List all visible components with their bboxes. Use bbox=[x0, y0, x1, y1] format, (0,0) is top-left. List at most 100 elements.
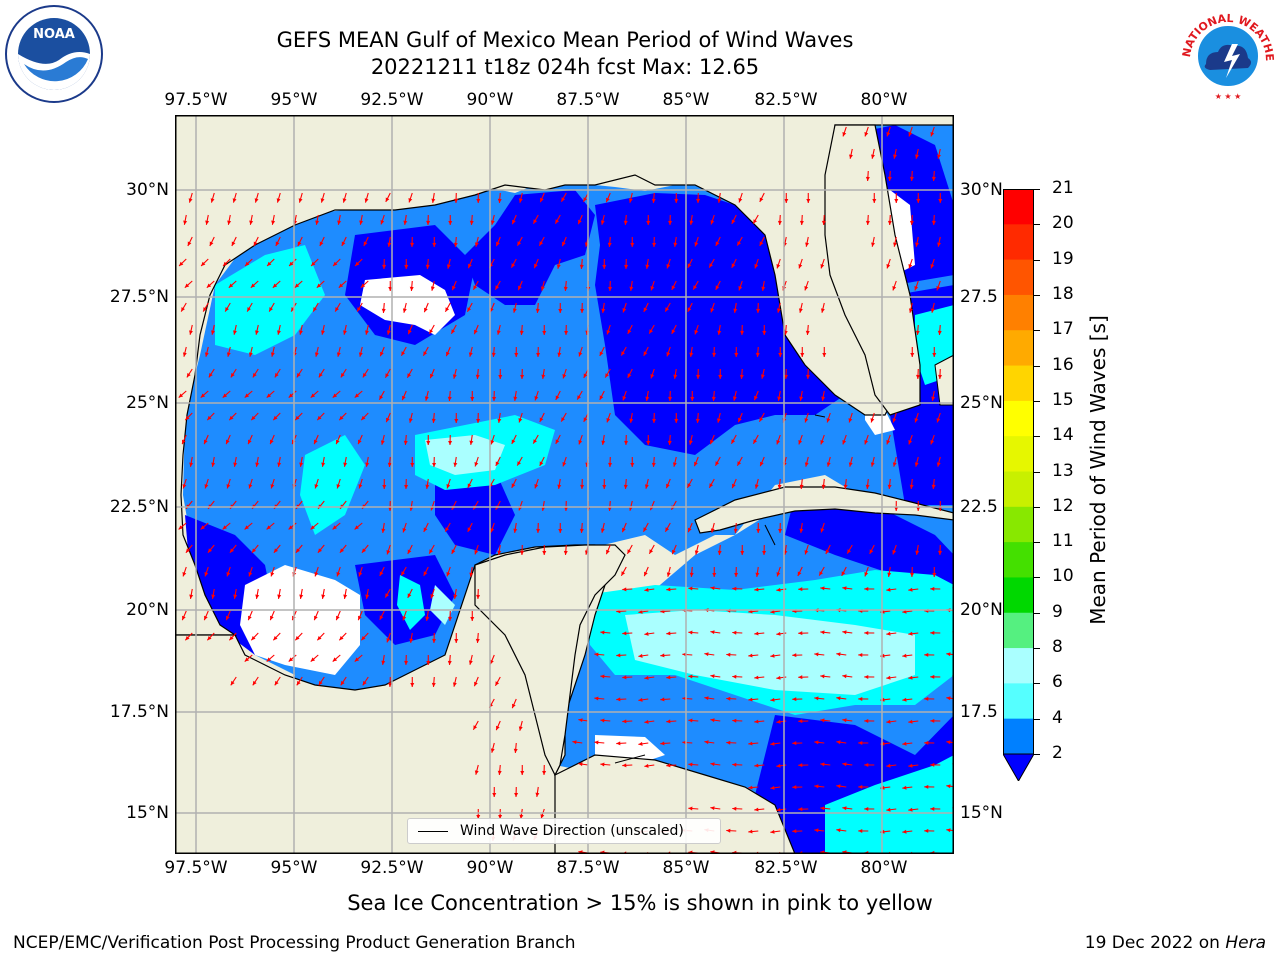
colorbar-tick bbox=[1034, 259, 1040, 261]
wind-arrow-head bbox=[688, 806, 693, 811]
wind-arrow-head bbox=[336, 572, 341, 577]
wind-arrow-head bbox=[562, 462, 567, 467]
colorbar-tick-label: 18 bbox=[1052, 283, 1074, 304]
wind-arrow-head bbox=[930, 630, 935, 635]
wind-arrow-head bbox=[299, 330, 303, 335]
wind-arrow-head bbox=[694, 461, 698, 467]
wind-arrow-head bbox=[916, 506, 921, 511]
wind-arrow-head bbox=[407, 373, 412, 378]
wind-arrow-head bbox=[865, 176, 870, 181]
wind-arrow-head bbox=[820, 586, 825, 591]
lat-label-left: 15°N bbox=[126, 803, 169, 823]
wind-arrow-head bbox=[646, 440, 651, 445]
wind-arrow-head bbox=[275, 241, 280, 246]
wind-arrow-head bbox=[247, 307, 251, 312]
wind-arrow-head bbox=[354, 393, 360, 398]
wind-arrow-head bbox=[836, 696, 841, 701]
wind-arrow-head bbox=[222, 525, 227, 530]
colorbar-tick-label: 2 bbox=[1052, 743, 1063, 763]
wind-arrow-head bbox=[668, 396, 673, 401]
wind-arrow-head bbox=[864, 718, 869, 723]
wind-arrow-head bbox=[715, 461, 720, 466]
wind-arrow-head bbox=[717, 550, 722, 555]
wind-arrow-head bbox=[638, 697, 643, 702]
wind-arrow-head bbox=[672, 462, 677, 467]
wind-arrow-head bbox=[666, 572, 671, 577]
wind-arrow-head bbox=[622, 527, 626, 533]
wind-arrow-head bbox=[540, 197, 544, 203]
wind-arrow-head bbox=[776, 719, 781, 724]
wind-arrow-head bbox=[497, 550, 502, 555]
wind-arrow-head bbox=[660, 653, 665, 658]
wind-arrow-head bbox=[687, 307, 692, 312]
wind-arrow-head bbox=[770, 829, 775, 834]
wind-arrow-head bbox=[651, 198, 656, 203]
wind-arrow-head bbox=[843, 484, 848, 489]
wind-arrow-head bbox=[317, 635, 322, 641]
wind-arrow-head bbox=[836, 652, 841, 657]
wind-arrow-head bbox=[798, 264, 803, 269]
wind-arrow-head bbox=[185, 548, 191, 553]
wind-arrow-head bbox=[753, 219, 758, 224]
wind-arrow-head bbox=[491, 352, 496, 357]
wind-arrow-head bbox=[470, 616, 475, 621]
wind-arrow-head bbox=[360, 283, 366, 288]
wind-arrow-head bbox=[902, 741, 907, 746]
wind-arrow-head bbox=[665, 307, 670, 312]
wind-arrow-head bbox=[600, 528, 605, 533]
lat-label-left: 20°N bbox=[126, 600, 169, 620]
colorbar-segment bbox=[1003, 612, 1034, 649]
wind-arrow-head bbox=[288, 657, 294, 662]
wind-arrow-head bbox=[410, 682, 415, 687]
wind-arrow-head bbox=[908, 631, 913, 636]
wind-arrow-head bbox=[476, 418, 481, 423]
wind-arrow-head bbox=[429, 329, 434, 334]
wind-arrow-head bbox=[804, 285, 809, 291]
gulf-of-mexico-map bbox=[175, 115, 954, 854]
colorbar-tick-label: 4 bbox=[1052, 707, 1063, 728]
wind-arrow-head bbox=[820, 630, 825, 635]
wind-arrow-head bbox=[715, 241, 720, 246]
wind-arrow-head bbox=[607, 242, 612, 247]
colorbar-tick bbox=[1034, 577, 1040, 579]
wind-arrow-head bbox=[451, 549, 456, 554]
wind-direction-legend: Wind Wave Direction (unscaled) bbox=[407, 818, 721, 844]
wind-arrow-head bbox=[770, 785, 775, 790]
wind-arrow-head bbox=[512, 703, 516, 709]
colorbar-tick-label: 15 bbox=[1052, 389, 1074, 410]
wind-arrow-head bbox=[606, 330, 611, 335]
wind-arrow-head bbox=[932, 352, 937, 357]
wind-arrow-head bbox=[564, 506, 569, 511]
wind-arrow-head bbox=[251, 415, 256, 421]
wind-arrow-head bbox=[276, 198, 281, 203]
wind-arrow-head bbox=[365, 594, 370, 599]
wind-arrow-head bbox=[887, 572, 892, 577]
wind-arrow-head bbox=[777, 396, 782, 401]
wind-arrow-head bbox=[207, 548, 213, 553]
wind-arrow-head bbox=[819, 571, 824, 576]
wind-arrow-head bbox=[555, 219, 560, 224]
lon-label-top: 97.5°W bbox=[164, 90, 228, 110]
wind-arrow-head bbox=[266, 525, 271, 530]
wind-arrow-head bbox=[622, 719, 627, 724]
wind-arrow-head bbox=[476, 198, 481, 203]
wind-arrow-head bbox=[178, 393, 184, 398]
wind-arrow-head bbox=[858, 652, 863, 657]
wind-arrow-head bbox=[572, 740, 577, 745]
wind-arrow-head bbox=[541, 374, 546, 379]
wind-arrow-head bbox=[671, 285, 676, 290]
lon-label-bottom: 87.5°W bbox=[556, 858, 620, 878]
wind-arrow-head bbox=[495, 285, 500, 290]
wind-arrow-head bbox=[737, 461, 742, 466]
wind-arrow-head bbox=[643, 307, 648, 312]
wind-arrow-head bbox=[836, 828, 841, 833]
wind-arrow-head bbox=[712, 352, 717, 357]
wind-arrow-head bbox=[182, 484, 187, 489]
legend-label: Wind Wave Direction (unscaled) bbox=[460, 823, 684, 839]
wind-arrow-head bbox=[379, 395, 384, 400]
wind-arrow-head bbox=[425, 484, 430, 489]
wind-arrow-head bbox=[734, 352, 739, 357]
wind-arrow-head bbox=[448, 220, 453, 225]
colorbar-tick bbox=[1034, 330, 1040, 332]
wind-arrow-head bbox=[341, 241, 346, 246]
